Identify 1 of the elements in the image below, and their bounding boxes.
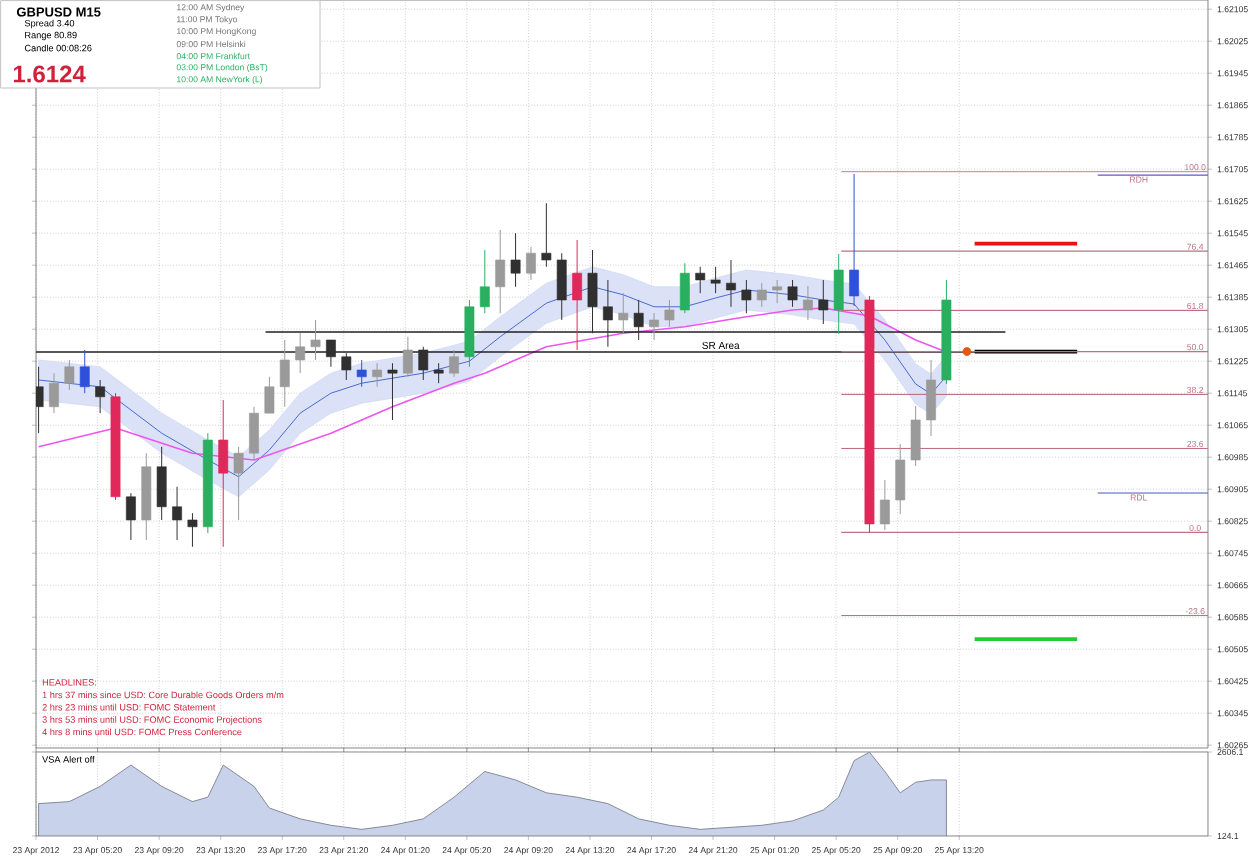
annotation: 1.6124	[13, 65, 86, 83]
